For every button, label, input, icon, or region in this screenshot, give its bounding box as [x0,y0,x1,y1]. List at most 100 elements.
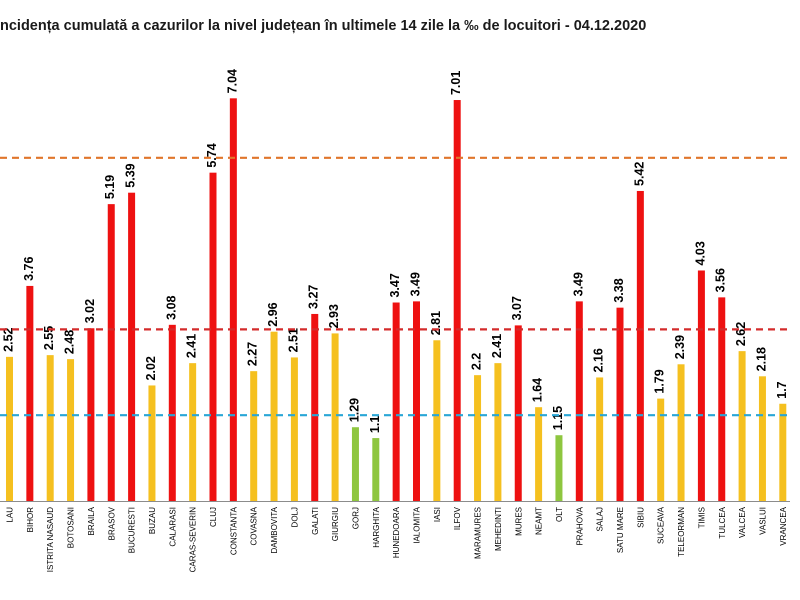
value-label: 2.81 [429,311,443,335]
category-label: ILFOV [453,506,462,530]
value-label: 5.42 [632,162,646,186]
value-label: 2.27 [246,342,260,366]
category-label: LAU [6,507,15,523]
value-label: 3.27 [307,285,321,309]
value-label: 7.04 [225,69,239,93]
value-label: 2.16 [592,348,606,372]
category-label: DAMBOVITA [270,506,279,553]
category-label: VRANCEA [779,506,788,545]
category-label: SIBIU [636,507,645,528]
value-label: 2.18 [754,347,768,371]
bar-mures [514,325,522,501]
category-label: HUNEDOARA [392,506,401,558]
value-label: 2.2 [470,353,484,370]
category-label: GORJ [351,507,360,529]
category-label: CALARASI [168,507,177,547]
category-label: BUZAU [148,507,157,534]
category-label: SUCEAVA [657,506,666,544]
bar-ilfov [453,100,461,501]
bar-botosani [67,359,75,501]
value-label: 2.39 [673,335,687,359]
bar-buzau [148,385,156,501]
bar-iasi [433,340,441,501]
bar-bihor [26,285,34,501]
value-label: 1.7 [775,381,789,398]
category-label: TIMIS [697,507,706,528]
bar-caras-severin [189,363,197,501]
category-label: MURES [514,507,523,536]
bar-constanta [229,98,237,501]
bar-salaj [596,377,604,501]
value-label: 2.93 [327,304,341,328]
value-label: 2.55 [42,326,56,350]
value-label: 3.38 [612,278,626,302]
value-label: 3.02 [83,299,97,323]
category-label: SALAJ [596,507,605,531]
category-label: OLT [555,507,564,522]
value-label: 1.64 [531,378,545,402]
value-label: 1.79 [653,369,667,393]
value-label: 1.15 [551,406,565,430]
bar-cluj [209,172,217,501]
category-label: BUCURESTI [128,507,137,553]
bar-giurgiu [331,333,339,501]
value-label: 1.29 [347,398,361,422]
value-label: 3.47 [388,273,402,297]
value-label: 2.62 [734,322,748,346]
bar-brasov [107,204,115,501]
bar-harghita [372,438,380,501]
value-label: 7.01 [449,71,463,95]
bar-bistrita-nasaud [46,355,54,501]
category-label: BRASOV [107,506,116,540]
value-label: 3.76 [22,257,36,281]
bar-neamt [535,407,543,501]
bar-sibiu [636,190,644,501]
bar-timis [697,270,705,501]
category-label: TULCEA [718,506,727,538]
value-label: 1.1 [368,416,382,433]
bar-vaslui [758,376,766,501]
category-label: VALCEA [738,506,747,538]
category-label: CARAS-SEVERIN [189,507,198,573]
bar-bucuresti [128,192,136,501]
category-label: BIHOR [26,507,35,533]
bar-alba [6,356,13,501]
category-label: ISTRITA NASAUD [46,507,55,572]
category-label: PRAHOVA [575,506,584,545]
bar-galati [311,313,319,501]
value-label: 3.07 [510,296,524,320]
bar-ialomita [413,301,420,501]
category-label: IASI [433,507,442,522]
bar-prahova [575,301,583,501]
bar-dolj [290,357,298,501]
category-label: GALATI [311,507,320,535]
bar-covasna [250,371,258,501]
bar-dambovita [270,331,278,501]
category-label: CLUJ [209,507,218,527]
bar-mehedinti [494,363,502,501]
chart-title: ncidența cumulată a cazurilor la nivel j… [0,18,647,34]
category-label: SATU MARE [616,507,625,553]
value-label: 3.56 [714,268,728,292]
value-label: 2.41 [490,334,504,358]
bar-hunedoara [392,302,400,501]
bar-olt [555,435,563,501]
value-label: 2.96 [266,302,280,326]
category-label: VASLUI [758,507,767,535]
value-label: 2.52 [2,327,16,351]
category-label: GIURGIU [331,507,340,541]
bar-satu-mare [616,307,624,501]
bar-tulcea [718,297,726,501]
bar-maramures [474,375,482,501]
value-label: 3.49 [571,272,585,296]
value-label: 4.03 [693,241,707,265]
bar-calarasi [168,324,176,501]
value-label: 2.41 [185,334,199,358]
category-label: COVASNA [250,506,259,545]
category-label: TELEORMAN [677,507,686,557]
bar-valcea [738,351,746,501]
category-label: HARGHITA [372,506,381,547]
category-label: CONSTANTA [229,506,238,555]
